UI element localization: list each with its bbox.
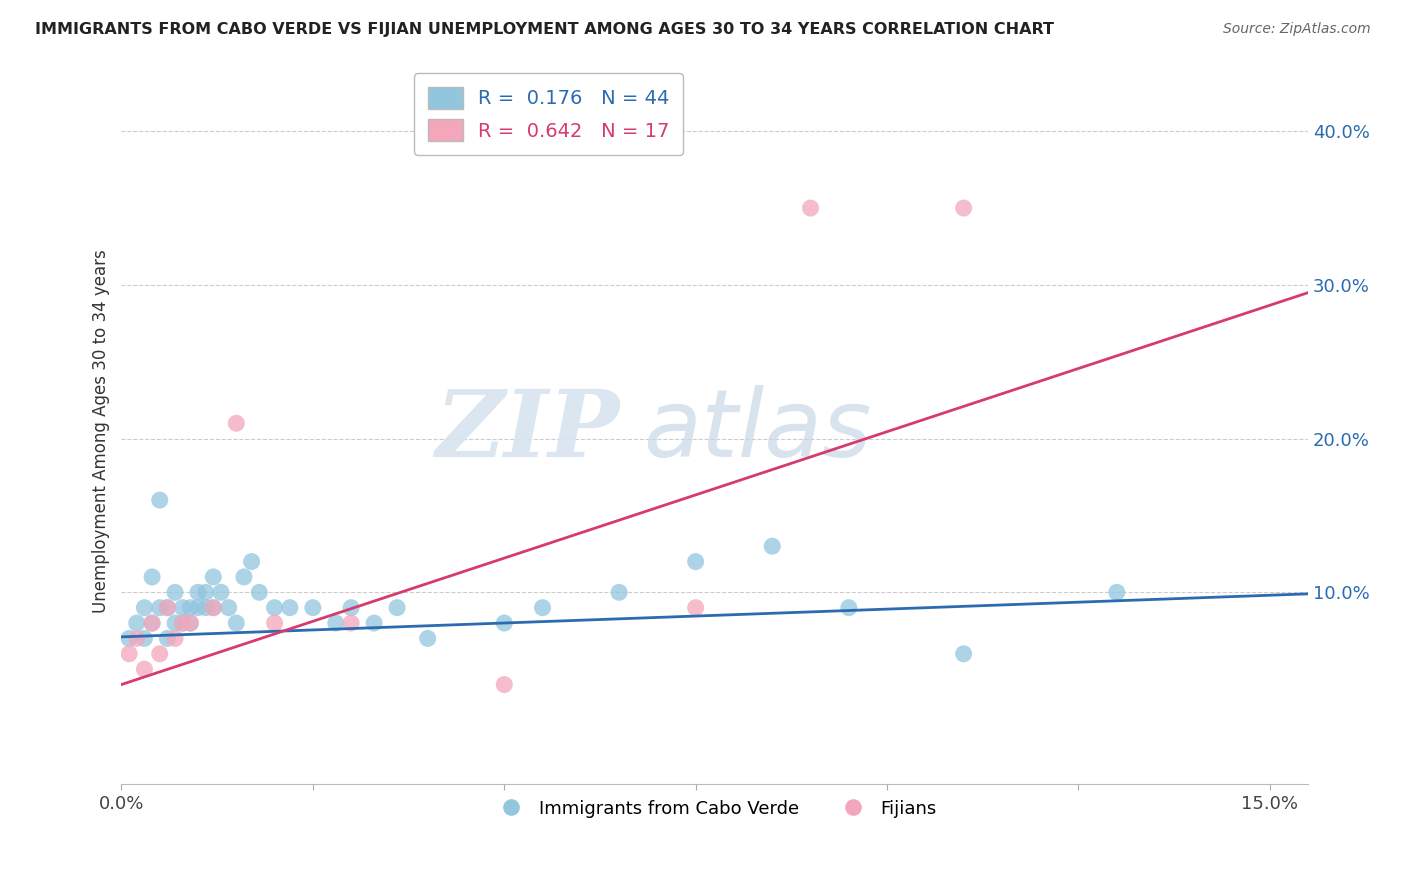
Point <box>118 632 141 646</box>
Point <box>149 647 172 661</box>
Point <box>685 555 707 569</box>
Point <box>179 615 201 630</box>
Point <box>134 662 156 676</box>
Point <box>187 585 209 599</box>
Point <box>202 600 225 615</box>
Point <box>163 615 186 630</box>
Point <box>156 600 179 615</box>
Point <box>607 585 630 599</box>
Point <box>194 600 217 615</box>
Point <box>494 677 516 691</box>
Point <box>149 600 172 615</box>
Point <box>218 600 240 615</box>
Point <box>118 647 141 661</box>
Point <box>685 600 707 615</box>
Point <box>125 632 148 646</box>
Legend: Immigrants from Cabo Verde, Fijians: Immigrants from Cabo Verde, Fijians <box>486 792 943 825</box>
Point <box>1105 585 1128 599</box>
Text: atlas: atlas <box>644 385 872 476</box>
Point <box>952 647 974 661</box>
Point <box>247 585 270 599</box>
Point <box>202 570 225 584</box>
Point <box>838 600 860 615</box>
Point <box>134 600 156 615</box>
Point <box>325 615 347 630</box>
Point <box>225 615 247 630</box>
Point <box>125 615 148 630</box>
Point <box>172 615 194 630</box>
Point <box>163 632 186 646</box>
Point <box>141 615 163 630</box>
Text: Source: ZipAtlas.com: Source: ZipAtlas.com <box>1223 22 1371 37</box>
Point <box>494 615 516 630</box>
Y-axis label: Unemployment Among Ages 30 to 34 years: Unemployment Among Ages 30 to 34 years <box>93 249 110 613</box>
Text: IMMIGRANTS FROM CABO VERDE VS FIJIAN UNEMPLOYMENT AMONG AGES 30 TO 34 YEARS CORR: IMMIGRANTS FROM CABO VERDE VS FIJIAN UNE… <box>35 22 1054 37</box>
Point <box>263 600 285 615</box>
Point <box>225 416 247 430</box>
Point <box>278 600 301 615</box>
Text: ZIP: ZIP <box>436 386 620 476</box>
Point <box>141 570 163 584</box>
Point <box>233 570 256 584</box>
Point <box>263 615 285 630</box>
Point <box>141 615 163 630</box>
Point <box>179 600 201 615</box>
Point <box>209 585 232 599</box>
Point <box>179 615 201 630</box>
Point <box>187 600 209 615</box>
Point <box>149 493 172 508</box>
Point <box>172 615 194 630</box>
Point <box>156 632 179 646</box>
Point <box>240 555 263 569</box>
Point <box>952 201 974 215</box>
Point <box>163 585 186 599</box>
Point <box>363 615 385 630</box>
Point <box>761 539 783 553</box>
Point <box>134 632 156 646</box>
Point <box>385 600 408 615</box>
Point <box>799 201 821 215</box>
Point <box>416 632 439 646</box>
Point <box>340 615 363 630</box>
Point <box>531 600 554 615</box>
Point <box>340 600 363 615</box>
Point <box>302 600 325 615</box>
Point <box>194 585 217 599</box>
Point <box>172 600 194 615</box>
Point <box>202 600 225 615</box>
Point <box>156 600 179 615</box>
